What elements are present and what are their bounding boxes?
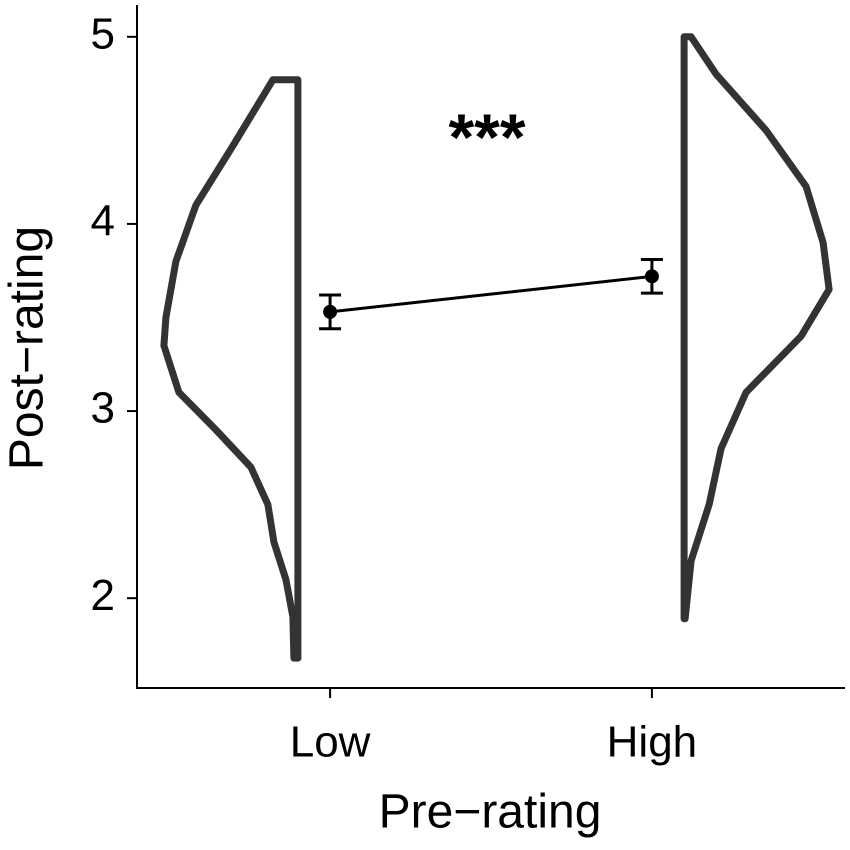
violin [160,76,302,662]
y-axis-title: Post−rating [1,226,54,470]
y-tick-label: 5 [91,9,115,58]
violin [680,33,833,623]
x-tick-label: High [607,718,698,767]
y-tick-label: 3 [91,384,115,433]
y-tick-label: 2 [91,571,115,620]
mean-point [644,269,659,284]
significance-annotation: *** [448,100,525,174]
mean-point [323,304,338,319]
mean-line [329,274,653,314]
y-tick-label: 4 [91,197,115,246]
x-axis-title: Pre−rating [379,786,602,839]
x-tick-label: Low [290,718,371,767]
